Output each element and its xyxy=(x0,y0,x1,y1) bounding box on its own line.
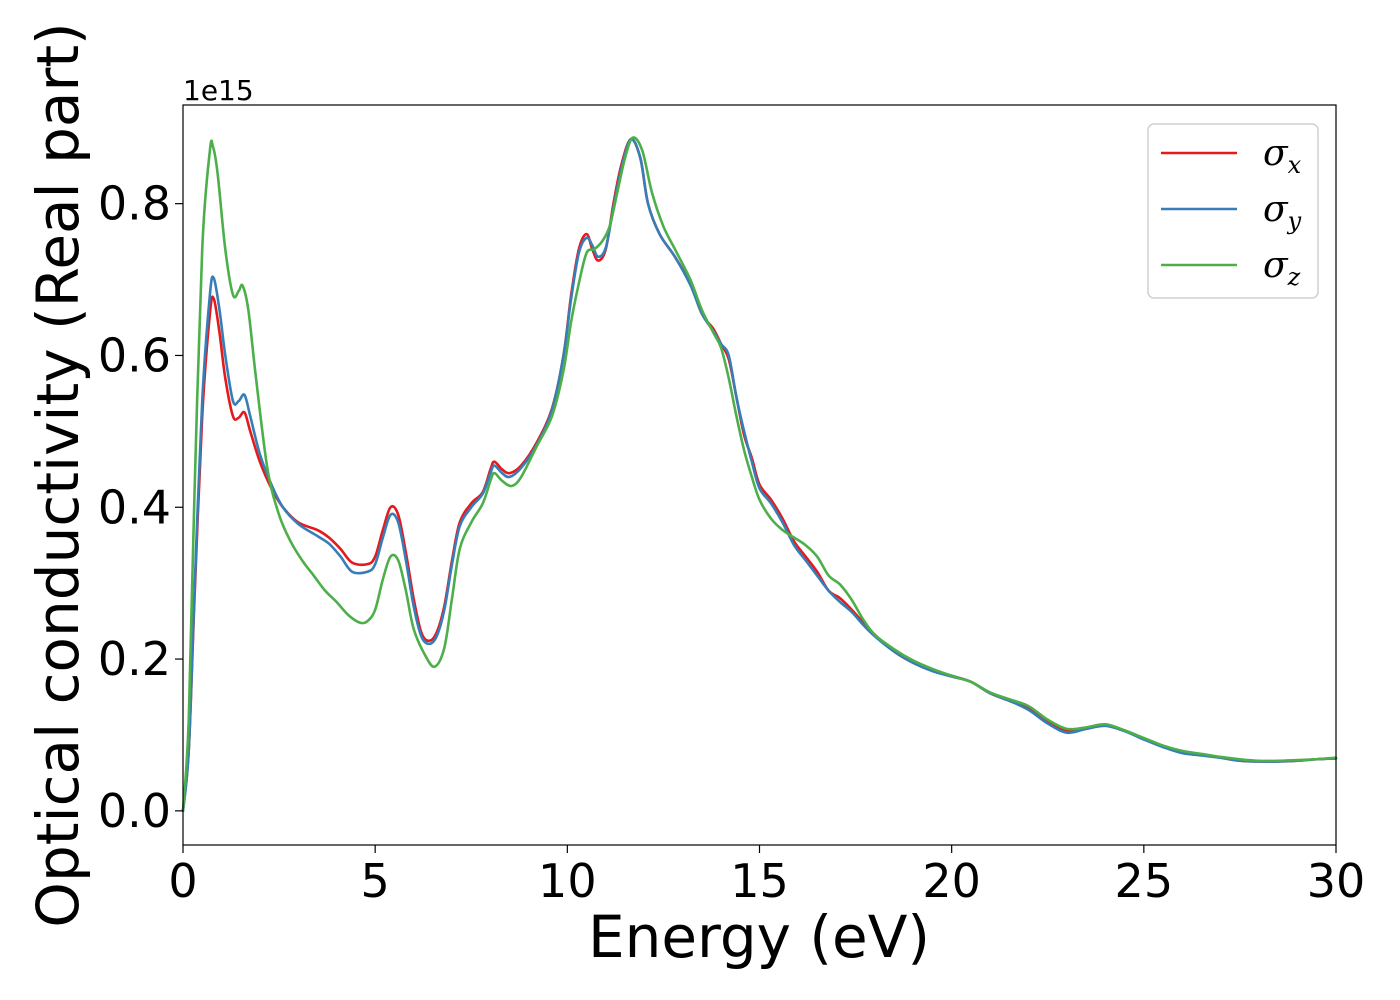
x-axis-title: Energy (eV) xyxy=(588,903,930,971)
x-tick-label: 25 xyxy=(1115,854,1174,908)
x-tick-label: 10 xyxy=(538,854,597,908)
x-tick-label: 15 xyxy=(730,854,789,908)
x-tick-label: 0 xyxy=(168,854,197,908)
legend-box xyxy=(1147,123,1319,299)
x-tick-label: 5 xyxy=(361,854,390,908)
y-offset-label: 1e15 xyxy=(183,74,254,107)
x-axis: 0 5 10 15 20 25 30 xyxy=(168,845,1365,908)
x-tick-label: 30 xyxy=(1307,854,1366,908)
y-axis-title: Optical conductivity (Real part) xyxy=(24,22,92,927)
y-axis: 0.0 0.2 0.4 0.6 0.8 xyxy=(98,177,183,838)
legend-label-z: σz xyxy=(1263,245,1301,291)
y-tick-label: 0.8 xyxy=(98,177,171,231)
plot-background xyxy=(183,105,1336,845)
y-tick-label: 0.4 xyxy=(98,480,171,534)
legend: σx σy σz xyxy=(1147,123,1319,299)
y-tick-label: 0.2 xyxy=(98,632,171,686)
series-layer xyxy=(181,136,1338,813)
x-tick-label: 20 xyxy=(922,854,981,908)
legend-label-x: σx xyxy=(1263,133,1302,179)
legend-label-y: σy xyxy=(1263,189,1302,235)
y-tick-label: 0.0 xyxy=(98,784,171,838)
series-line-y xyxy=(181,137,1338,813)
series-line-z xyxy=(181,136,1338,813)
y-tick-label: 0.6 xyxy=(98,328,171,382)
